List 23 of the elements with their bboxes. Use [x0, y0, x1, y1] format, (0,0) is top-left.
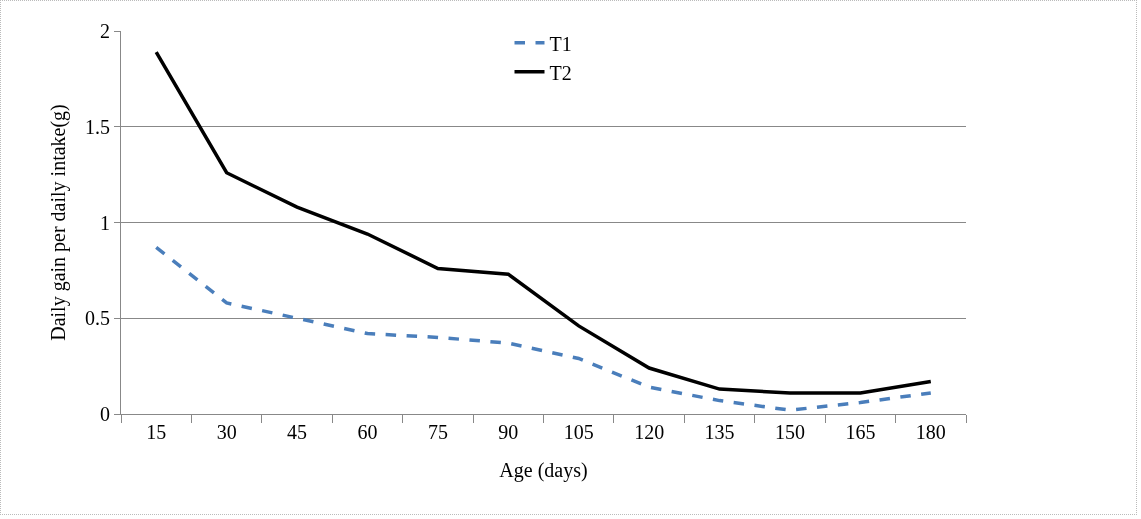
x-tick-label: 165 [845, 421, 876, 443]
x-axis-title: Age (days) [499, 458, 588, 482]
x-tick-label: 15 [146, 421, 167, 443]
x-tick-label: 180 [915, 421, 946, 443]
x-tick-label: 90 [498, 421, 519, 443]
line-series [154, 50, 933, 395]
x-tick-label: 75 [427, 421, 448, 443]
x-tick-label: 105 [563, 421, 594, 443]
y-tick-label: 0.5 [85, 307, 110, 330]
y-tick-label: 1 [100, 211, 110, 234]
y-axis-title: Daily gain per daily intake(g) [46, 104, 70, 341]
x-tick-label: 30 [216, 421, 237, 443]
x-tick-label: 120 [634, 421, 665, 443]
y-tick-label: 1.5 [85, 115, 110, 138]
line-series [154, 245, 933, 412]
y-tick-label: 2 [100, 20, 110, 42]
legend-label: T2 [549, 61, 572, 84]
x-tick-label: 60 [357, 421, 378, 443]
y-tick-label: 0 [100, 403, 110, 425]
x-tick-label: 150 [774, 421, 805, 443]
legend-label: T1 [549, 32, 572, 55]
x-tick-label: 135 [704, 421, 735, 443]
x-tick-label: 45 [287, 421, 308, 443]
